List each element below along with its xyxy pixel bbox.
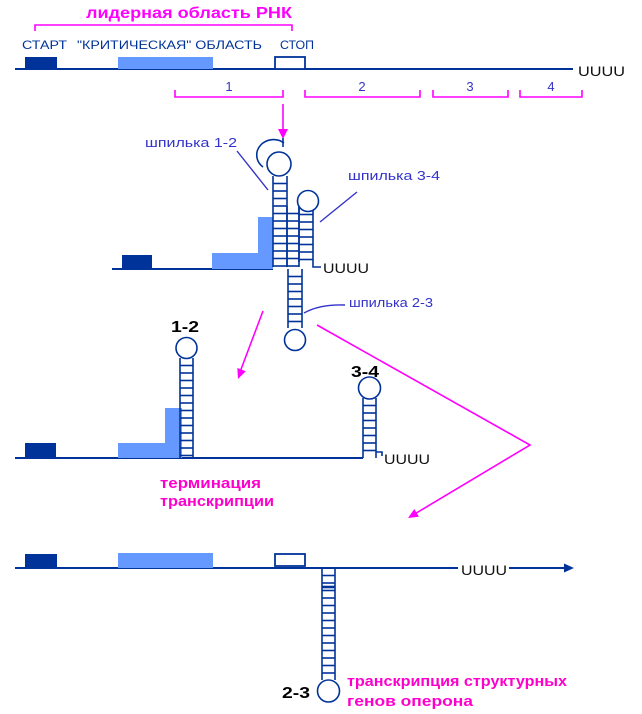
loop-3-4 [357,376,382,400]
termination-structure: 1-2 3-4 UUUU терминация транскрипции [15,319,430,510]
segment-bracket-4 [519,90,583,98]
hairpin-1-2-stem [272,176,288,267]
segment-bracket-1 [174,90,284,98]
hairpin-3-4-pointer [319,191,358,223]
hairpin-1-2-label: шпилька 1-2 [145,136,237,150]
termination-caption-line2: транскрипции [160,494,274,510]
start-codon-box [25,443,56,458]
start-codon-box [25,57,57,69]
leader-region-map: лидерная область РНК СТАРТ "КРИТИЧЕСКАЯ"… [15,5,625,98]
arrowhead-down-left [408,509,419,518]
readthrough-structure: UUUU 2-3 транскрипция структурных генов … [15,553,574,710]
segment-number-3: 3 [466,79,473,94]
pair-1-2-label: 1-2 [171,319,199,336]
stop-codon-box [274,553,306,567]
start-label: СТАРТ [22,38,68,52]
critical-region-step [212,217,273,269]
segment-number-2: 2 [358,79,365,94]
hairpin-2-3-label: шпилька 2-3 [349,296,433,310]
segment-number-1: 1 [225,79,232,94]
loop-3-4 [296,189,320,213]
rna-5prime-curl [255,138,285,168]
stop-label: СТОП [280,38,314,52]
pair-3-4-label: 3-4 [351,364,379,381]
poly-u-termination: UUUU [384,452,430,467]
hairpin-3-4-label: шпилька 3-4 [348,169,440,183]
hairpin-2-3-pointer [303,304,346,314]
start-codon-box [25,554,57,568]
segment-bracket-3 [432,90,509,98]
termination-caption-line1: терминация [160,476,261,492]
arrow-to-middle-structure [278,104,288,139]
critical-region-box [118,57,213,69]
hairpin-3-4-stem [362,398,377,458]
diagram-title: лидерная область РНК [86,5,293,22]
middle-structure: UUUU шпилька 1-2 шпилька 3-4 шпилька 2-3 [112,136,440,352]
segment-number-4: 4 [547,79,554,94]
poly-u-connector [312,262,321,268]
loop-1-2 [175,336,198,360]
loop-2-3 [316,679,341,703]
segment-bracket-2 [304,90,421,98]
poly-u-connector [376,451,383,456]
arrowhead-down-left [237,368,246,379]
hairpin-1-2-pointer [236,150,269,191]
arrowhead-down [278,129,288,139]
start-codon-box [122,255,152,269]
hairpin-2-3-stem [287,269,303,328]
readthrough-caption-line1: транскрипция структурных [347,674,567,690]
poly-u-top: UUUU [578,64,625,79]
critical-region-label: "КРИТИЧЕСКАЯ" ОБЛАСТЬ [77,38,262,52]
critical-region-box [118,553,213,568]
arrow-to-readthrough [316,324,532,518]
stop-codon-box [274,56,306,70]
poly-u-readthrough: UUUU [461,563,507,578]
poly-u-middle: UUUU [323,261,369,276]
readthrough-caption-line2: генов оперона [347,694,474,710]
hairpin-3-4-stem [298,207,314,262]
title-brace [34,24,293,31]
hairpin-2-3-stem [321,568,336,680]
loop-2-3 [283,328,307,352]
hairpin-1-2-stem [179,358,194,458]
arrow-to-termination [237,310,264,379]
loop-1-2 [266,151,292,177]
paired-region-ladder [286,206,300,267]
arrowhead-right [564,563,574,573]
critical-region-step [118,408,182,458]
pair-2-3-label: 2-3 [282,685,310,702]
